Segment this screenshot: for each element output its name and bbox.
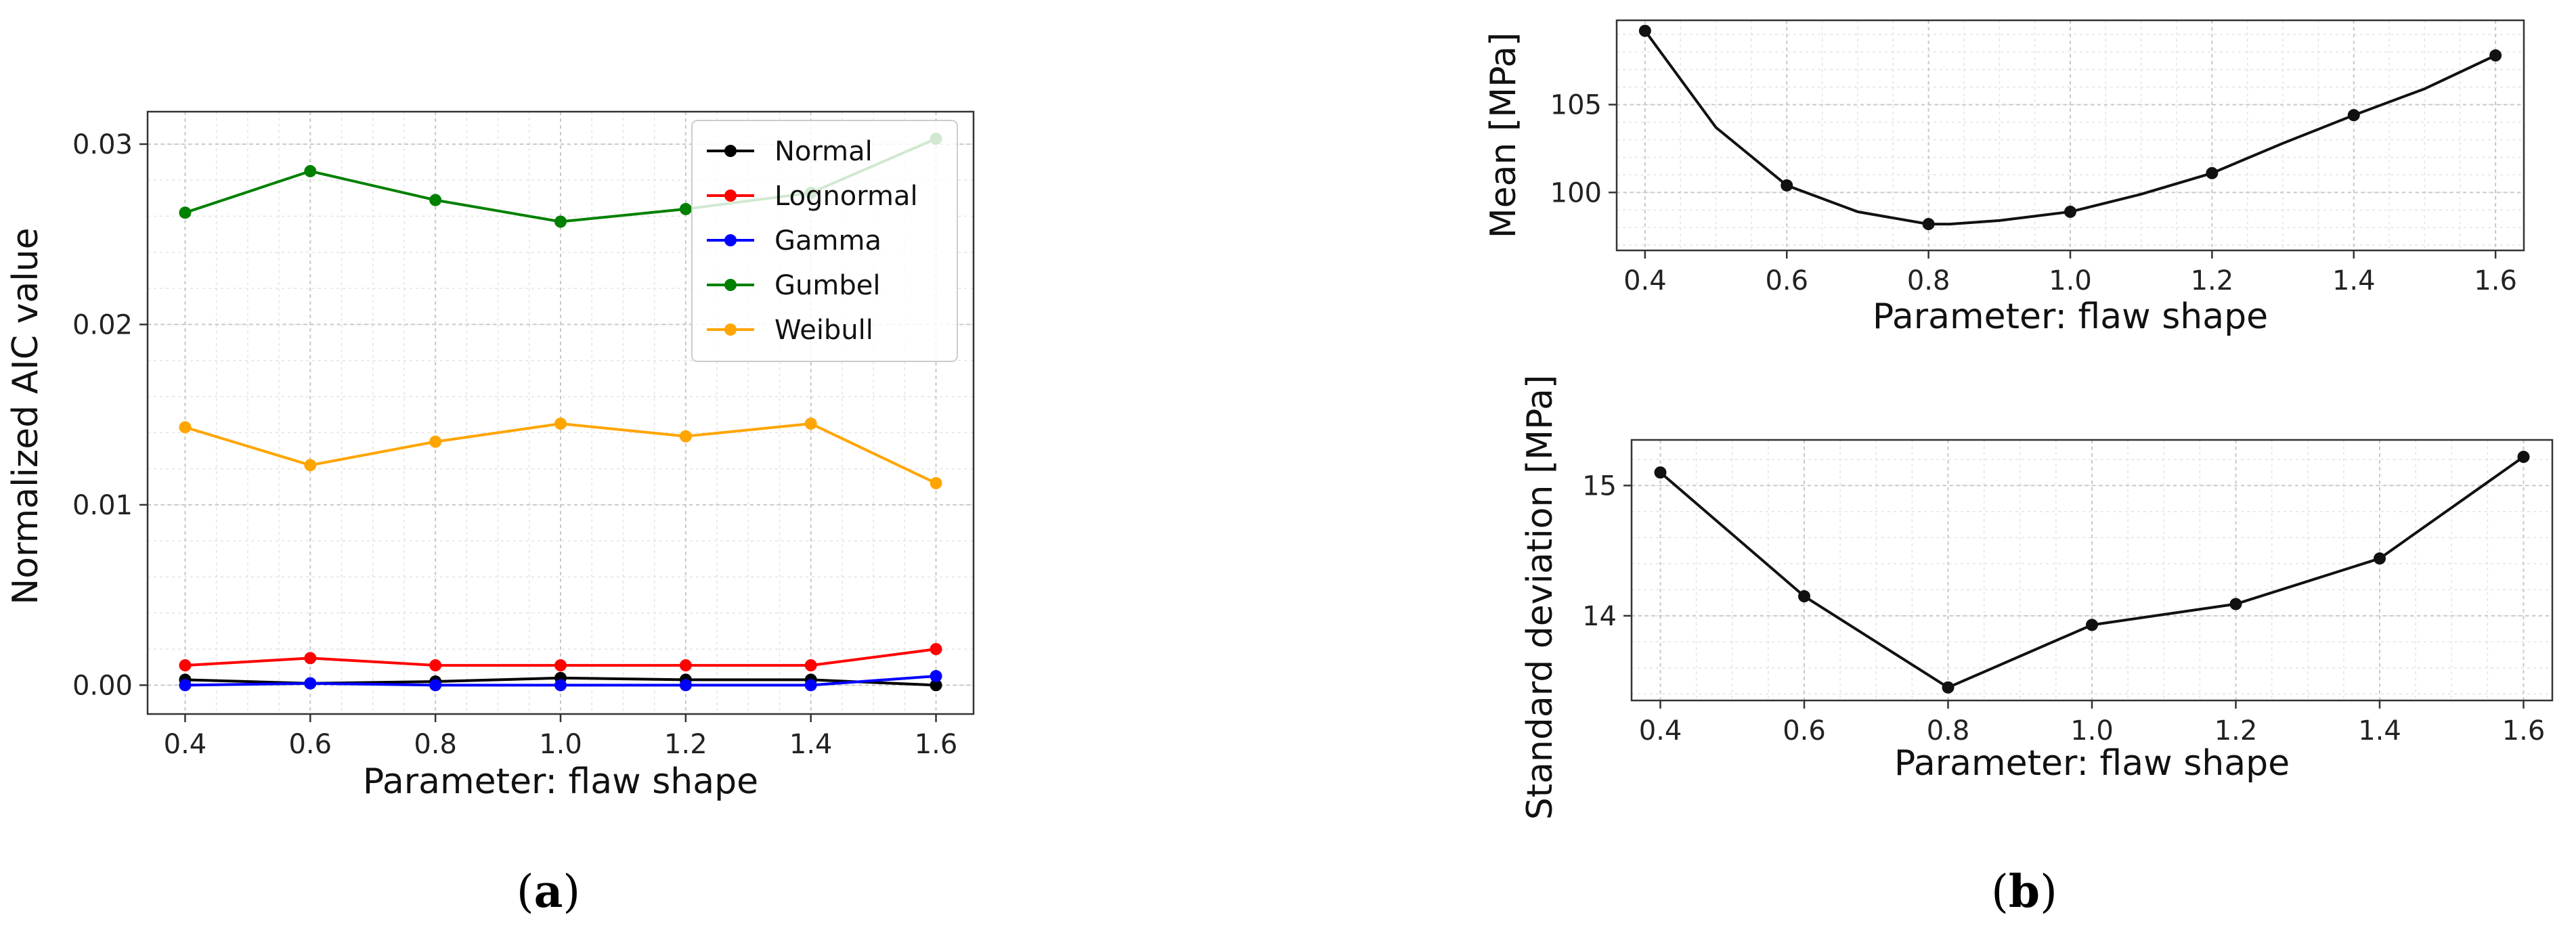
- x-tick-label: 0.6: [1783, 715, 1826, 746]
- series-line-mean: [1644, 30, 2496, 226]
- data-point-gamma: [304, 677, 317, 690]
- data-point-lognormal: [679, 659, 692, 672]
- x-tick-label: 0.4: [1623, 265, 1667, 296]
- x-tick-label: 1.0: [539, 729, 582, 760]
- data-point-weibull: [804, 417, 817, 430]
- x-axis-title: Parameter: flaw shape: [363, 761, 758, 802]
- y-axis-title: Normalized AIC value: [5, 227, 46, 604]
- y-tick-label: 15: [1582, 470, 1617, 502]
- x-tick-label: 1.4: [2332, 265, 2376, 296]
- data-point-weibull: [554, 417, 567, 430]
- data-point-mean: [1781, 179, 1793, 192]
- x-tick-label: 1.6: [2474, 265, 2517, 296]
- panel-label-b: (b): [1991, 865, 2057, 918]
- data-point-standard-deviation: [2086, 619, 2098, 631]
- chart-mean: 0.4 0.6 0.8 1.0 1.2 1.4 1.6 100 105 Parameter: fl…: [1483, 19, 2525, 337]
- data-point-standard-deviation: [1798, 590, 1810, 602]
- legend-label-gumbel: Gumbel: [774, 270, 880, 301]
- x-tick-label: 1.0: [2049, 265, 2092, 296]
- data-point-standard-deviation: [2229, 598, 2242, 610]
- x-tick-label: 1.2: [2214, 715, 2258, 746]
- chart-std: 0.4 0.6 0.8 1.0 1.2 1.4 1.6 14 15 Parameter: flaw…: [1520, 375, 2554, 820]
- x-tick-label: 1.6: [2502, 715, 2546, 746]
- data-point-gumbel: [554, 215, 567, 228]
- y-tick-label: 14: [1582, 601, 1617, 632]
- legend-marker-gumbel: [724, 279, 737, 291]
- legend-label-weibull: Weibull: [774, 315, 873, 346]
- data-point-gumbel: [679, 202, 692, 215]
- data-point-lognormal: [804, 659, 817, 672]
- x-tick-label: 0.4: [1639, 715, 1682, 746]
- data-point-lognormal: [930, 643, 942, 656]
- data-point-lognormal: [554, 659, 567, 672]
- data-point-lognormal: [429, 659, 442, 672]
- data-point-gamma: [429, 679, 442, 692]
- data-point-lognormal: [304, 652, 317, 665]
- data-point-mean: [2206, 166, 2219, 179]
- data-point-gamma: [804, 679, 817, 692]
- data-point-mean: [2347, 109, 2360, 122]
- data-point-normal: [930, 679, 942, 692]
- data-point-mean: [2064, 205, 2076, 218]
- legend-label-lognormal: Lognormal: [774, 181, 918, 212]
- x-axis-title: Parameter: flaw shape: [1894, 743, 2290, 784]
- data-point-weibull: [304, 459, 317, 472]
- legend-marker-lognormal: [724, 190, 737, 202]
- data-point-mean: [2489, 49, 2502, 62]
- x-tick-label: 1.6: [915, 729, 958, 760]
- legend-label-gamma: Gamma: [774, 225, 881, 257]
- x-tick-label: 0.6: [288, 729, 332, 760]
- data-point-mean: [1922, 218, 1935, 231]
- legend: [691, 120, 958, 362]
- x-tick-label: 0.8: [1927, 715, 1970, 746]
- data-point-standard-deviation: [1654, 466, 1667, 479]
- x-tick-label: 1.4: [789, 729, 833, 760]
- y-tick-label: 0.00: [72, 670, 133, 701]
- x-tick-label: 0.6: [1765, 265, 1808, 296]
- data-point-gumbel: [179, 206, 192, 219]
- y-tick-label: 105: [1550, 90, 1602, 121]
- legend-marker-gamma: [724, 234, 737, 246]
- y-tick-label: 0.01: [72, 490, 133, 521]
- x-tick-label: 0.8: [414, 729, 457, 760]
- data-point-standard-deviation: [1942, 681, 1955, 694]
- panel-label-a: (a): [517, 865, 580, 918]
- data-point-gamma: [179, 679, 192, 692]
- y-tick-label: 0.03: [72, 129, 133, 160]
- legend-marker-weibull: [724, 324, 737, 336]
- data-point-gumbel: [429, 194, 442, 206]
- y-tick-label: 0.02: [72, 309, 133, 340]
- x-tick-label: 0.4: [164, 729, 207, 760]
- data-point-gamma: [679, 679, 692, 692]
- data-point-gumbel: [304, 164, 317, 177]
- data-point-weibull: [179, 421, 192, 434]
- data-point-standard-deviation: [2374, 552, 2386, 565]
- data-point-gamma: [554, 679, 567, 692]
- x-tick-label: 1.4: [2358, 715, 2401, 746]
- chart-aic: 0.4 0.6 0.8 1.0 1.2 1.4 1.6 0.00 0.01 0.02 0.03 Par…: [5, 110, 975, 802]
- y-axis-title: Standard deviation [MPa]: [1520, 375, 1560, 820]
- y-axis-title: Mean [MPa]: [1483, 32, 1524, 239]
- x-axis-title: Parameter: flaw shape: [1873, 296, 2268, 337]
- data-point-weibull: [679, 430, 692, 443]
- data-point-gamma: [930, 670, 942, 683]
- x-tick-label: 1.2: [2191, 265, 2234, 296]
- y-tick-label: 100: [1550, 177, 1602, 208]
- data-point-lognormal: [179, 659, 192, 672]
- x-tick-label: 1.2: [664, 729, 707, 760]
- data-point-weibull: [930, 476, 942, 489]
- legend-marker-normal: [724, 145, 737, 157]
- legend-label-normal: Normal: [774, 136, 873, 167]
- x-tick-label: 1.0: [2070, 715, 2114, 746]
- x-tick-label: 0.8: [1907, 265, 1950, 296]
- data-point-mean: [1638, 24, 1651, 37]
- data-point-standard-deviation: [2517, 451, 2530, 464]
- data-point-weibull: [429, 435, 442, 448]
